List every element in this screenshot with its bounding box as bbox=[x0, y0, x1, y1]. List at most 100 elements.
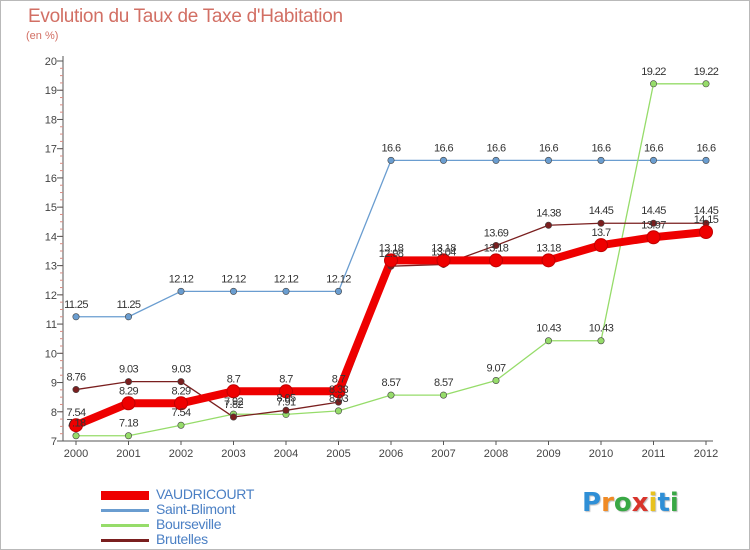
legend-label-brutelles: Brutelles bbox=[156, 531, 208, 547]
data-label-bourseville: 7.54 bbox=[171, 407, 190, 419]
data-point-vaudricourt bbox=[174, 396, 188, 411]
data-point-brutelles bbox=[492, 241, 500, 249]
data-point-bourseville bbox=[72, 432, 80, 440]
data-point-saint-blimont bbox=[282, 287, 290, 295]
data-labels: 7.54 8.29 8.29 8.7 8.7 8.7 13.18 13.18 13.18 13.1… bbox=[64, 66, 719, 430]
data-point-bourseville bbox=[544, 337, 552, 345]
logo-letter: r bbox=[601, 488, 614, 518]
chart-title: Evolution du Taux de Taxe d'Habitation bbox=[28, 6, 343, 27]
series-line-saint-blimont bbox=[75, 159, 707, 318]
data-point-bourseville bbox=[597, 337, 605, 345]
data-label-brutelles: 7.82 bbox=[224, 399, 243, 411]
x-tick-label: 2001 bbox=[116, 448, 140, 460]
data-point-bourseville bbox=[492, 376, 500, 384]
y-tick-label: 17 bbox=[45, 144, 57, 156]
data-point-vaudricourt bbox=[69, 418, 83, 433]
x-tick-label: 2005 bbox=[326, 448, 350, 460]
legend-swatch-bourseville bbox=[101, 524, 149, 527]
data-point-vaudricourt bbox=[594, 238, 608, 253]
y-tick-label: 13 bbox=[45, 261, 57, 273]
legend-label-bourseville: Bourseville bbox=[156, 516, 222, 532]
data-label-bourseville: 9.07 bbox=[486, 362, 505, 374]
data-point-vaudricourt bbox=[121, 396, 136, 411]
data-label-brutelles: 9.03 bbox=[119, 364, 138, 376]
axes: 7 8 9 10 11 12 13 14 15 16 17 18 19 20 2000 2001 2002 200… bbox=[45, 56, 718, 460]
data-label-saint-blimont: 12.12 bbox=[326, 273, 351, 285]
data-label-brutelles: 14.45 bbox=[694, 205, 719, 217]
data-point-vaudricourt bbox=[279, 384, 293, 399]
data-label-vaudricourt: 13.97 bbox=[641, 219, 666, 231]
legend-swatch-vaudricourt bbox=[101, 491, 149, 500]
y-tick-label: 10 bbox=[45, 348, 57, 360]
data-point-bourseville bbox=[177, 421, 185, 429]
data-point-brutelles bbox=[544, 221, 552, 229]
data-point-vaudricourt bbox=[699, 225, 713, 239]
data-point-saint-blimont bbox=[72, 313, 80, 321]
y-tick-label: 11 bbox=[46, 319, 57, 331]
data-point-saint-blimont bbox=[492, 156, 500, 164]
data-point-saint-blimont bbox=[702, 156, 710, 164]
data-point-bourseville bbox=[439, 391, 447, 399]
data-label-saint-blimont: 16.6 bbox=[644, 142, 663, 154]
y-tick-label: 8 bbox=[51, 407, 57, 419]
legend: VAUDRICOURT Saint-Blimont Bourseville Br… bbox=[101, 486, 361, 547]
data-label-saint-blimont: 16.6 bbox=[539, 142, 558, 154]
proxiti-logo: Proxiti bbox=[582, 488, 679, 518]
legend-label-vaudricourt: VAUDRICOURT bbox=[156, 486, 255, 502]
x-tick-label: 2002 bbox=[169, 448, 193, 460]
data-point-saint-blimont bbox=[125, 313, 133, 321]
x-tick-label: 2003 bbox=[221, 448, 245, 460]
data-point-saint-blimont bbox=[544, 156, 552, 164]
logo-letter: P bbox=[582, 488, 602, 518]
logo-letter: o bbox=[613, 488, 632, 518]
y-tick-label: 14 bbox=[45, 231, 57, 243]
data-label-brutelles: 8.33 bbox=[329, 384, 348, 396]
data-label-saint-blimont: 16.6 bbox=[486, 142, 505, 154]
data-label-brutelles: 8.76 bbox=[66, 372, 85, 384]
data-label-vaudricourt: 13.18 bbox=[536, 242, 561, 254]
data-point-bourseville bbox=[334, 407, 342, 415]
data-label-saint-blimont: 16.6 bbox=[381, 142, 400, 154]
data-label-saint-blimont: 16.6 bbox=[591, 142, 610, 154]
y-tick-label: 9 bbox=[51, 378, 57, 390]
data-point-saint-blimont bbox=[177, 287, 185, 295]
data-label-vaudricourt: 13.7 bbox=[591, 227, 610, 239]
data-label-bourseville: 7.18 bbox=[66, 418, 85, 430]
series-points bbox=[69, 80, 713, 440]
data-point-vaudricourt bbox=[489, 253, 503, 268]
data-point-brutelles bbox=[649, 219, 657, 227]
data-point-vaudricourt bbox=[226, 384, 241, 399]
logo-letter: i bbox=[669, 488, 679, 518]
data-point-brutelles bbox=[282, 406, 290, 414]
x-tick-label: 2008 bbox=[484, 448, 508, 460]
data-label-vaudricourt: 13.18 bbox=[431, 242, 456, 254]
legend-item-bourseville: Bourseville bbox=[101, 516, 361, 532]
data-label-saint-blimont: 16.6 bbox=[434, 142, 453, 154]
data-label-vaudricourt: 8.7 bbox=[227, 373, 241, 385]
data-label-vaudricourt: 8.29 bbox=[119, 385, 138, 397]
data-point-saint-blimont bbox=[597, 156, 605, 164]
y-tick-label: 16 bbox=[45, 173, 57, 185]
data-label-brutelles: 14.45 bbox=[589, 205, 614, 217]
data-point-saint-blimont bbox=[649, 156, 657, 164]
y-tick-label: 12 bbox=[45, 290, 57, 302]
y-tick-label: 15 bbox=[45, 202, 57, 214]
data-label-bourseville: 8.03 bbox=[329, 393, 348, 405]
logo-letter: x bbox=[631, 488, 649, 518]
chart-subtitle: (en %) bbox=[26, 30, 59, 42]
legend-swatch-brutelles bbox=[101, 539, 149, 542]
data-label-bourseville: 7.92 bbox=[224, 396, 243, 408]
data-label-saint-blimont: 12.12 bbox=[221, 273, 246, 285]
x-tick-label: 2009 bbox=[536, 448, 560, 460]
logo-letter: t bbox=[657, 488, 670, 518]
data-label-bourseville: 10.43 bbox=[536, 323, 561, 335]
data-point-vaudricourt bbox=[384, 253, 398, 268]
data-label-bourseville: 8.57 bbox=[434, 377, 453, 389]
data-label-saint-blimont: 12.12 bbox=[274, 273, 299, 285]
data-point-saint-blimont bbox=[334, 287, 342, 295]
data-label-vaudricourt: 8.7 bbox=[332, 373, 346, 385]
data-label-brutelles: 8.05 bbox=[276, 392, 295, 404]
data-label-brutelles: 14.45 bbox=[641, 205, 666, 217]
